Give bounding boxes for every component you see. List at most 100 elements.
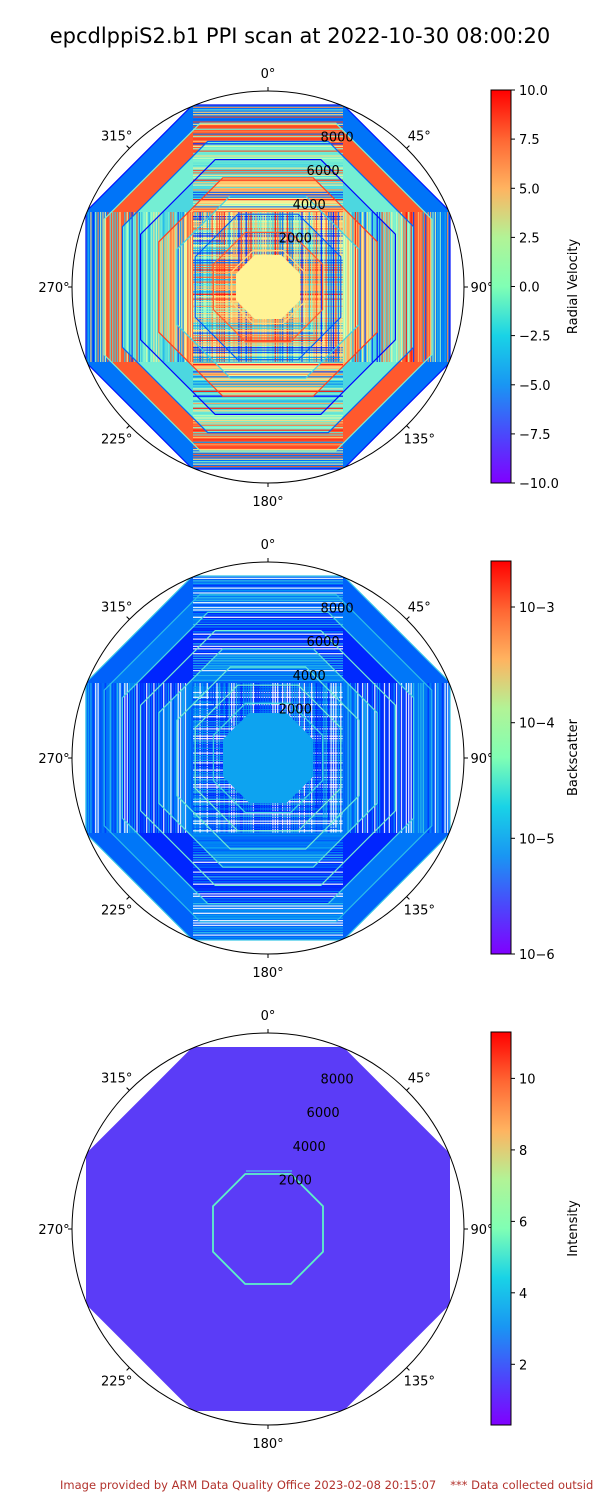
range-ring-outline xyxy=(140,159,396,415)
colorbar-tick-label: 2.5 xyxy=(519,231,540,246)
colorbar-tick-label: 10 xyxy=(519,1072,536,1087)
radial-tick-label: 4000 xyxy=(293,1140,326,1155)
colorbar-tick-label: 10−6 xyxy=(519,948,555,963)
theta-tick-label: 135° xyxy=(404,903,435,918)
radial-tick-label: 4000 xyxy=(293,669,326,684)
colorbar-tick-label: 10−3 xyxy=(519,601,555,616)
radial-tick-label: 2000 xyxy=(279,1173,312,1188)
colorbar-tick-label: −10.0 xyxy=(519,477,559,492)
theta-tick xyxy=(126,616,130,620)
theta-tick-label: 135° xyxy=(404,432,435,447)
polar-panel-3: 0° 45° 90° 135° 180° 225° 270° 315° 2000 4000 6000… xyxy=(38,1009,581,1452)
footer-credit: Image provided by ARM Data Quality Offic… xyxy=(60,1478,593,1492)
footer-credit-left: Image provided by ARM Data Quality Offic… xyxy=(60,1478,437,1492)
polar-panel-2: 0° 45° 90° 135° 180° 225° 270° 315° 2000 4000 6000… xyxy=(38,538,581,981)
radial-tick-label: 8000 xyxy=(321,131,354,146)
radial-tick-label: 8000 xyxy=(321,1073,354,1088)
colorbar xyxy=(490,560,512,955)
colorbar-tick-label: 10.0 xyxy=(519,84,548,99)
theta-tick-label: 270° xyxy=(38,281,69,296)
radial-tick-label: 6000 xyxy=(307,1106,340,1121)
range-ring-outline xyxy=(212,231,324,343)
theta-tick xyxy=(406,896,410,900)
theta-tick xyxy=(406,1087,410,1091)
theta-tick xyxy=(406,425,410,429)
range-ring-outline xyxy=(121,611,415,905)
intensity-ring xyxy=(212,1173,324,1285)
colorbar-label: Radial Velocity xyxy=(566,239,581,335)
theta-tick-label: 135° xyxy=(404,1374,435,1389)
colorbar-tick-label: −2.5 xyxy=(519,330,551,345)
theta-tick-label: 270° xyxy=(38,1223,69,1238)
theta-tick xyxy=(406,145,410,149)
range-ring-outline xyxy=(176,666,360,850)
theta-tick xyxy=(126,145,130,149)
theta-tick xyxy=(126,1087,130,1091)
intensity-fill xyxy=(86,1047,450,1411)
colorbar-tick-label: 7.5 xyxy=(519,133,540,148)
theta-tick-label: 45° xyxy=(408,601,431,616)
range-ring-outline xyxy=(121,140,415,434)
theta-tick-label: 90° xyxy=(470,281,493,296)
theta-tick xyxy=(126,896,130,900)
footer-credit-right: *** Data collected outsid xyxy=(450,1478,594,1492)
colorbar-tick-label: 8 xyxy=(519,1144,527,1159)
theta-tick-label: 315° xyxy=(101,601,132,616)
scan-data xyxy=(85,104,451,470)
range-ring-outline xyxy=(176,195,360,379)
range-ring-outline xyxy=(103,593,433,923)
radial-tick-label: 2000 xyxy=(279,702,312,717)
center-core xyxy=(223,713,313,803)
colorbar-tick-label: −7.5 xyxy=(519,428,551,443)
colorbar xyxy=(490,1031,512,1426)
theta-tick-label: 0° xyxy=(261,67,276,82)
theta-tick-label: 225° xyxy=(101,903,132,918)
theta-tick-label: 45° xyxy=(408,130,431,145)
center-core xyxy=(236,255,300,319)
theta-tick-label: 90° xyxy=(470,1223,493,1238)
theta-tick-label: 225° xyxy=(101,1374,132,1389)
range-ring-outline xyxy=(158,648,378,868)
colorbar-label: Intensity xyxy=(566,1200,581,1257)
colorbar-tick-label: −5.0 xyxy=(519,379,551,394)
colorbar xyxy=(490,89,512,484)
colorbar-tick-label: 10−5 xyxy=(519,832,555,847)
radial-tick-label: 2000 xyxy=(279,231,312,246)
theta-tick-label: 180° xyxy=(252,1437,283,1452)
colorbar-tick-label: 10−4 xyxy=(519,717,555,732)
range-ring-outline xyxy=(194,213,342,361)
theta-tick-label: 270° xyxy=(38,752,69,767)
range-ring-outline xyxy=(194,684,342,832)
polar-panel-1: 0° 45° 90° 135° 180° 225° 270° 315° 2000 4000 6000… xyxy=(38,67,581,510)
theta-tick-label: 0° xyxy=(261,538,276,553)
scan-data xyxy=(85,575,451,941)
colorbar-label: Backscatter xyxy=(566,718,581,796)
theta-tick-label: 180° xyxy=(252,495,283,510)
theta-tick-label: 0° xyxy=(261,1009,276,1024)
range-ring-outline xyxy=(231,250,305,324)
range-ring-outline xyxy=(158,177,378,397)
theta-tick-label: 315° xyxy=(101,130,132,145)
radial-tick-label: 6000 xyxy=(307,635,340,650)
figure-title: epcdlppiS2.b1 PPI scan at 2022-10-30 08:… xyxy=(49,24,551,48)
radial-tick-label: 4000 xyxy=(293,198,326,213)
radial-tick-label: 8000 xyxy=(321,602,354,617)
theta-tick-label: 180° xyxy=(252,966,283,981)
theta-tick xyxy=(126,1367,130,1371)
range-ring-outline xyxy=(140,629,396,887)
theta-tick xyxy=(406,616,410,620)
range-ring-outline xyxy=(103,122,433,452)
theta-tick xyxy=(126,425,130,429)
theta-tick-label: 315° xyxy=(101,1072,132,1087)
colorbar-tick-label: 4 xyxy=(519,1287,527,1302)
radial-tick-label: 6000 xyxy=(307,164,340,179)
colorbar-tick-label: 0.0 xyxy=(519,281,540,296)
colorbar-tick-label: 5.0 xyxy=(519,182,540,197)
scan-data xyxy=(86,1047,450,1411)
theta-tick-label: 45° xyxy=(408,1072,431,1087)
colorbar-tick-label: 6 xyxy=(519,1215,527,1230)
theta-tick xyxy=(406,1367,410,1371)
range-ring-outline xyxy=(212,702,324,814)
theta-tick-label: 90° xyxy=(470,752,493,767)
